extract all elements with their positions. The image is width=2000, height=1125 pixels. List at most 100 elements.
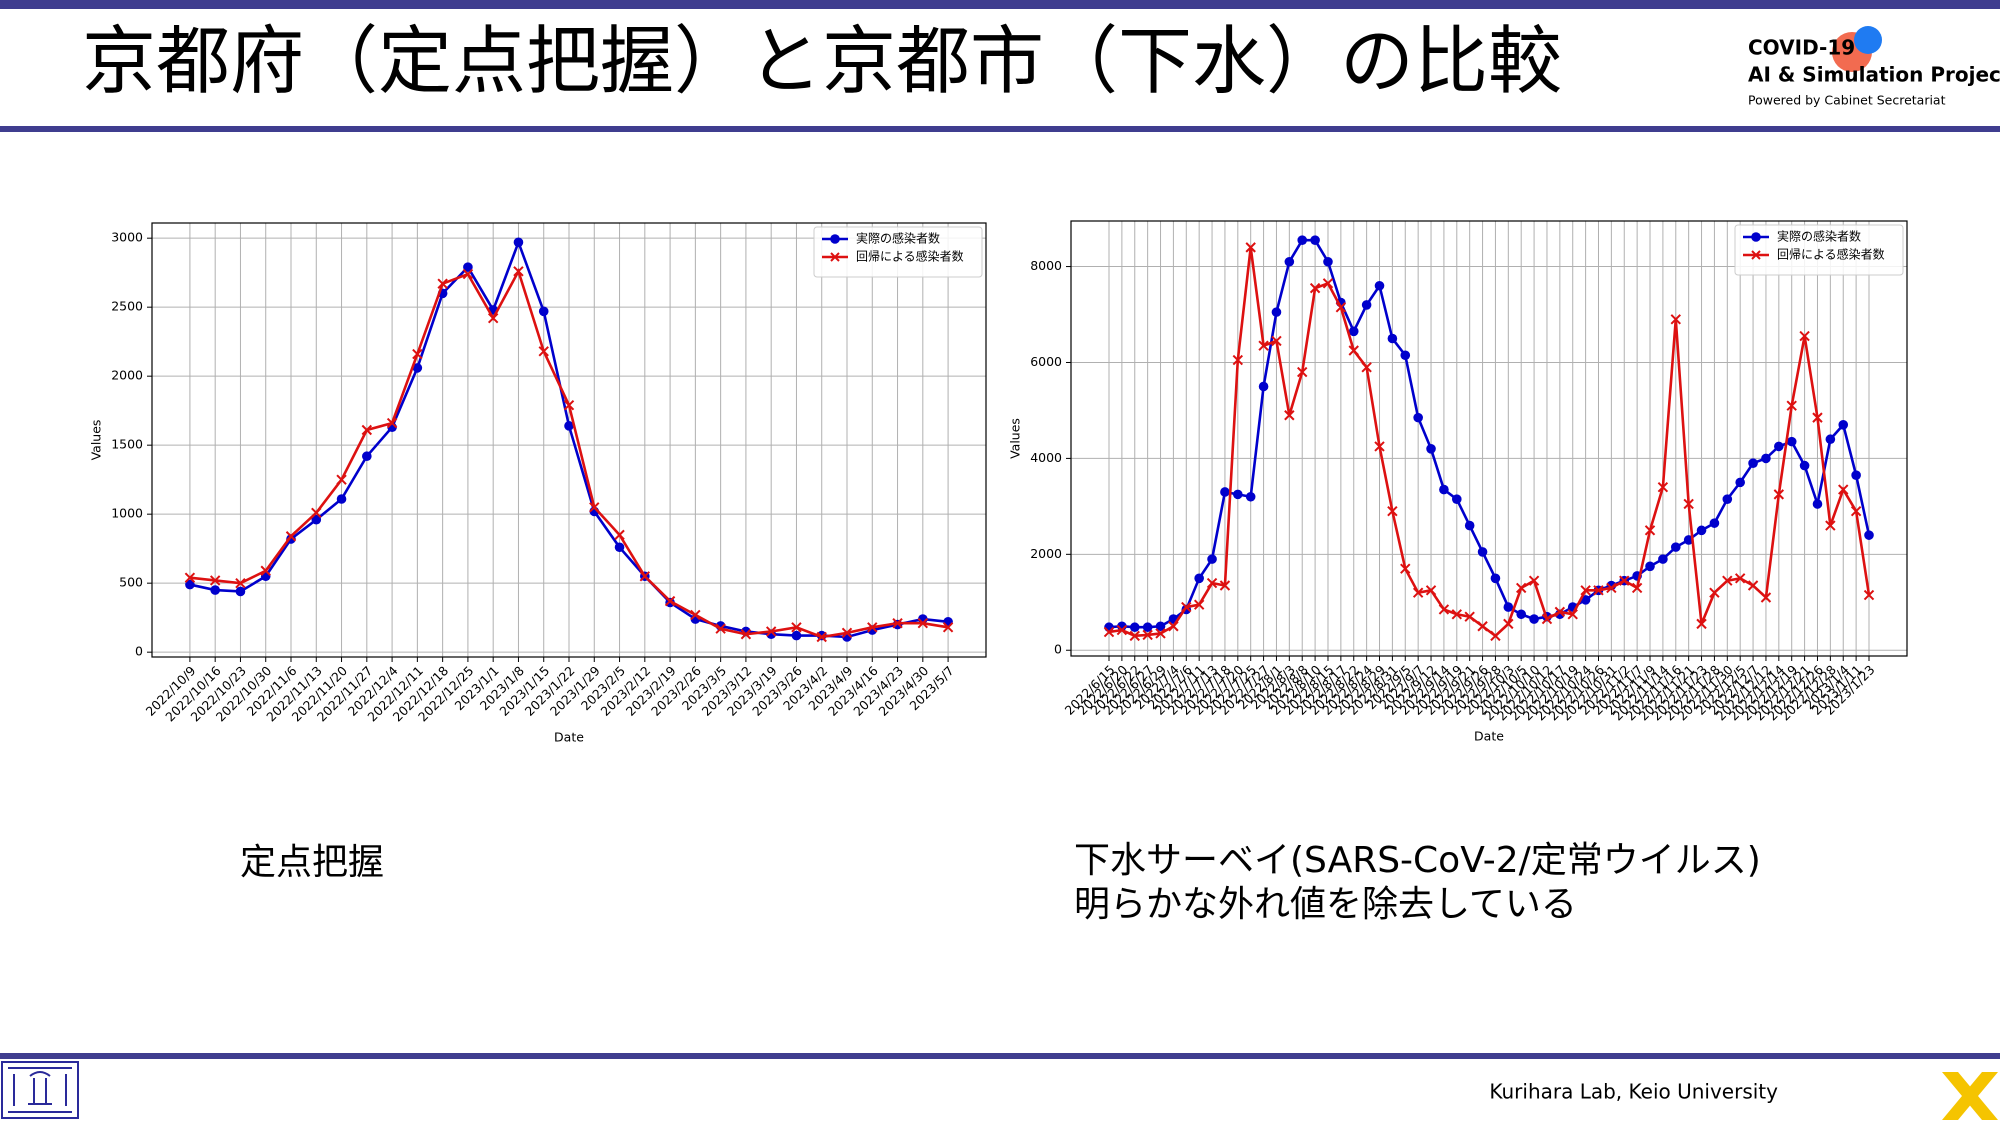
point — [1271, 335, 1282, 347]
point — [1645, 561, 1655, 572]
point — [765, 626, 777, 637]
point — [1426, 444, 1436, 454]
point — [1206, 577, 1218, 589]
top-bar — [0, 0, 2000, 9]
point — [1516, 609, 1527, 620]
point — [1541, 613, 1553, 625]
point — [1580, 585, 1591, 596]
point — [1116, 624, 1128, 636]
point — [1490, 630, 1501, 642]
point — [412, 348, 423, 360]
point — [1761, 453, 1771, 464]
point — [1142, 629, 1153, 641]
point — [1129, 630, 1140, 642]
point — [1490, 573, 1501, 584]
point — [1412, 587, 1424, 598]
point — [1709, 587, 1720, 598]
point — [1631, 582, 1643, 594]
point — [1503, 618, 1514, 630]
point — [1812, 499, 1823, 509]
point — [740, 629, 752, 640]
legend-box — [813, 226, 983, 278]
point — [1735, 477, 1745, 488]
point — [1232, 354, 1244, 366]
point — [690, 609, 701, 621]
point — [1670, 542, 1681, 552]
legend-marker — [830, 234, 840, 244]
title-rule — [0, 126, 2000, 132]
footer-credit: Kurihara Lab, Keio University — [1489, 1080, 1778, 1104]
point — [1129, 622, 1140, 633]
y-tick-label: 0 — [135, 644, 143, 659]
point — [816, 631, 827, 643]
point — [1722, 494, 1733, 504]
y-tick-label: 1000 — [111, 506, 143, 521]
chart: 2022/6/152022/6/202022/6/222022/6/272022… — [1008, 220, 1908, 744]
point — [1825, 434, 1836, 445]
point — [1258, 340, 1269, 351]
legend-marker — [830, 252, 840, 262]
footer-rule — [0, 1053, 2000, 1059]
point — [1657, 481, 1669, 493]
y-tick-label: 4000 — [1030, 450, 1062, 465]
point — [1760, 592, 1772, 603]
x-axis-label: Date — [1474, 729, 1504, 744]
point — [1528, 575, 1540, 586]
point — [1515, 582, 1527, 594]
legend-marker — [1751, 250, 1761, 260]
point — [362, 451, 372, 462]
point — [1271, 307, 1282, 317]
point — [1799, 330, 1810, 342]
point — [185, 579, 195, 590]
point — [715, 623, 726, 634]
legend-label: 回帰による感染者数 — [856, 249, 964, 264]
point — [1310, 235, 1320, 245]
point — [1825, 520, 1836, 531]
point — [1439, 484, 1449, 495]
caption: 下水サーベイ(SARS-CoV-2/定常ウイルス) — [1074, 840, 1761, 881]
y-tick-label: 2000 — [1030, 546, 1062, 561]
point — [1451, 494, 1462, 504]
legend-box — [1734, 224, 1904, 276]
point — [942, 622, 954, 633]
point — [1644, 525, 1656, 536]
point — [1322, 278, 1334, 289]
y-tick-label: 2000 — [111, 368, 143, 383]
point — [639, 571, 651, 582]
point — [1734, 573, 1746, 584]
point — [1284, 410, 1295, 421]
point — [1747, 580, 1759, 591]
point — [791, 622, 802, 633]
point — [589, 502, 600, 513]
y-axis-label: Values — [89, 420, 104, 461]
legend-label: 実際の感染者数 — [1777, 229, 1861, 244]
point — [867, 622, 878, 633]
point — [513, 237, 524, 248]
point — [1670, 314, 1681, 325]
point — [1245, 242, 1256, 253]
point — [1194, 573, 1204, 584]
point — [1142, 622, 1153, 633]
point — [1220, 487, 1230, 497]
y-tick-label: 3000 — [111, 230, 143, 245]
legend-label: 回帰による感染者数 — [1777, 247, 1885, 262]
point — [260, 565, 271, 576]
legend-label: 実際の感染者数 — [856, 231, 940, 246]
plot-area — [1071, 221, 1907, 656]
corner-icon — [1942, 1072, 1998, 1120]
point — [513, 266, 524, 277]
point — [1155, 628, 1166, 639]
point — [1786, 400, 1797, 411]
point — [1348, 326, 1359, 337]
point — [311, 507, 322, 519]
point — [563, 399, 575, 411]
point — [1451, 609, 1463, 620]
point — [386, 417, 398, 429]
point — [437, 278, 448, 289]
point — [664, 595, 676, 607]
point — [1529, 614, 1539, 624]
point — [1838, 484, 1849, 495]
point — [1464, 611, 1475, 622]
axes-frame — [151, 222, 987, 658]
